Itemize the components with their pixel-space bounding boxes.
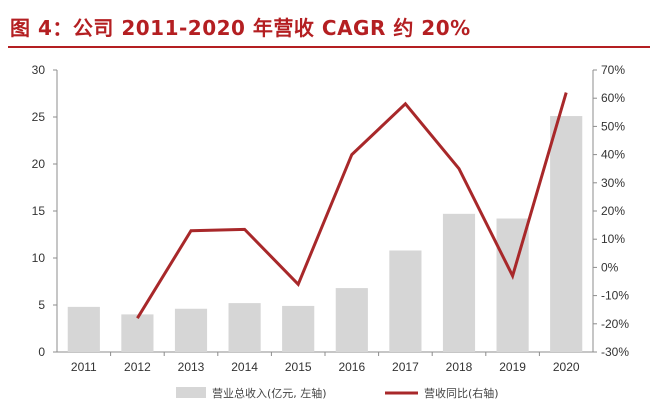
- x-tick-label: 2019: [499, 360, 526, 374]
- chart-title: 图 4：公司 2011-2020 年营收 CAGR 约 20%: [10, 16, 471, 40]
- left-tick-label: 30: [32, 63, 46, 77]
- x-tick-label: 2014: [231, 360, 258, 374]
- left-tick-label: 5: [38, 298, 45, 312]
- left-tick-label: 25: [32, 110, 46, 124]
- right-tick-label: 50%: [601, 119, 625, 133]
- right-tick-label: -20%: [601, 317, 629, 331]
- x-tick-label: 2016: [338, 360, 365, 374]
- bar-revenue-2013: [174, 308, 208, 352]
- title-divider: [8, 46, 650, 48]
- bar-revenue-2017: [389, 250, 422, 352]
- x-tick-label: 2020: [553, 360, 580, 374]
- right-tick-label: -30%: [601, 345, 629, 359]
- x-tick-label: 2018: [446, 360, 473, 374]
- legend-label-revenue: 营业总收入(亿元, 左轴): [212, 386, 327, 400]
- left-tick-label: 20: [32, 157, 46, 171]
- bar-revenue-2014: [228, 303, 261, 352]
- right-tick-label: 30%: [601, 176, 625, 190]
- right-tick-label: 40%: [601, 148, 625, 162]
- right-tick-label: 60%: [601, 91, 625, 105]
- bar-revenue-2011: [67, 306, 100, 352]
- right-tick-label: 0%: [601, 260, 619, 274]
- left-tick-label: 0: [38, 345, 45, 359]
- x-tick-label: 2017: [392, 360, 419, 374]
- legend-label-yoy: 营收同比(右轴): [424, 386, 499, 400]
- bar-revenue-2012: [121, 314, 154, 352]
- bar-revenue-2015: [282, 305, 315, 352]
- left-tick-label: 15: [32, 204, 46, 218]
- right-tick-label: 70%: [601, 63, 625, 77]
- right-tick-label: -10%: [601, 289, 629, 303]
- x-tick-label: 2012: [124, 360, 151, 374]
- x-tick-label: 2011: [71, 360, 97, 374]
- right-tick-label: 10%: [601, 232, 625, 246]
- right-tick-label: 20%: [601, 204, 625, 218]
- bar-revenue-2020: [550, 116, 583, 352]
- legend-swatch-revenue: [176, 387, 206, 398]
- left-tick-label: 10: [32, 251, 46, 265]
- x-tick-label: 2013: [178, 360, 205, 374]
- bar-revenue-2016: [335, 288, 368, 352]
- x-tick-label: 2015: [285, 360, 312, 374]
- bar-revenue-2018: [442, 213, 476, 352]
